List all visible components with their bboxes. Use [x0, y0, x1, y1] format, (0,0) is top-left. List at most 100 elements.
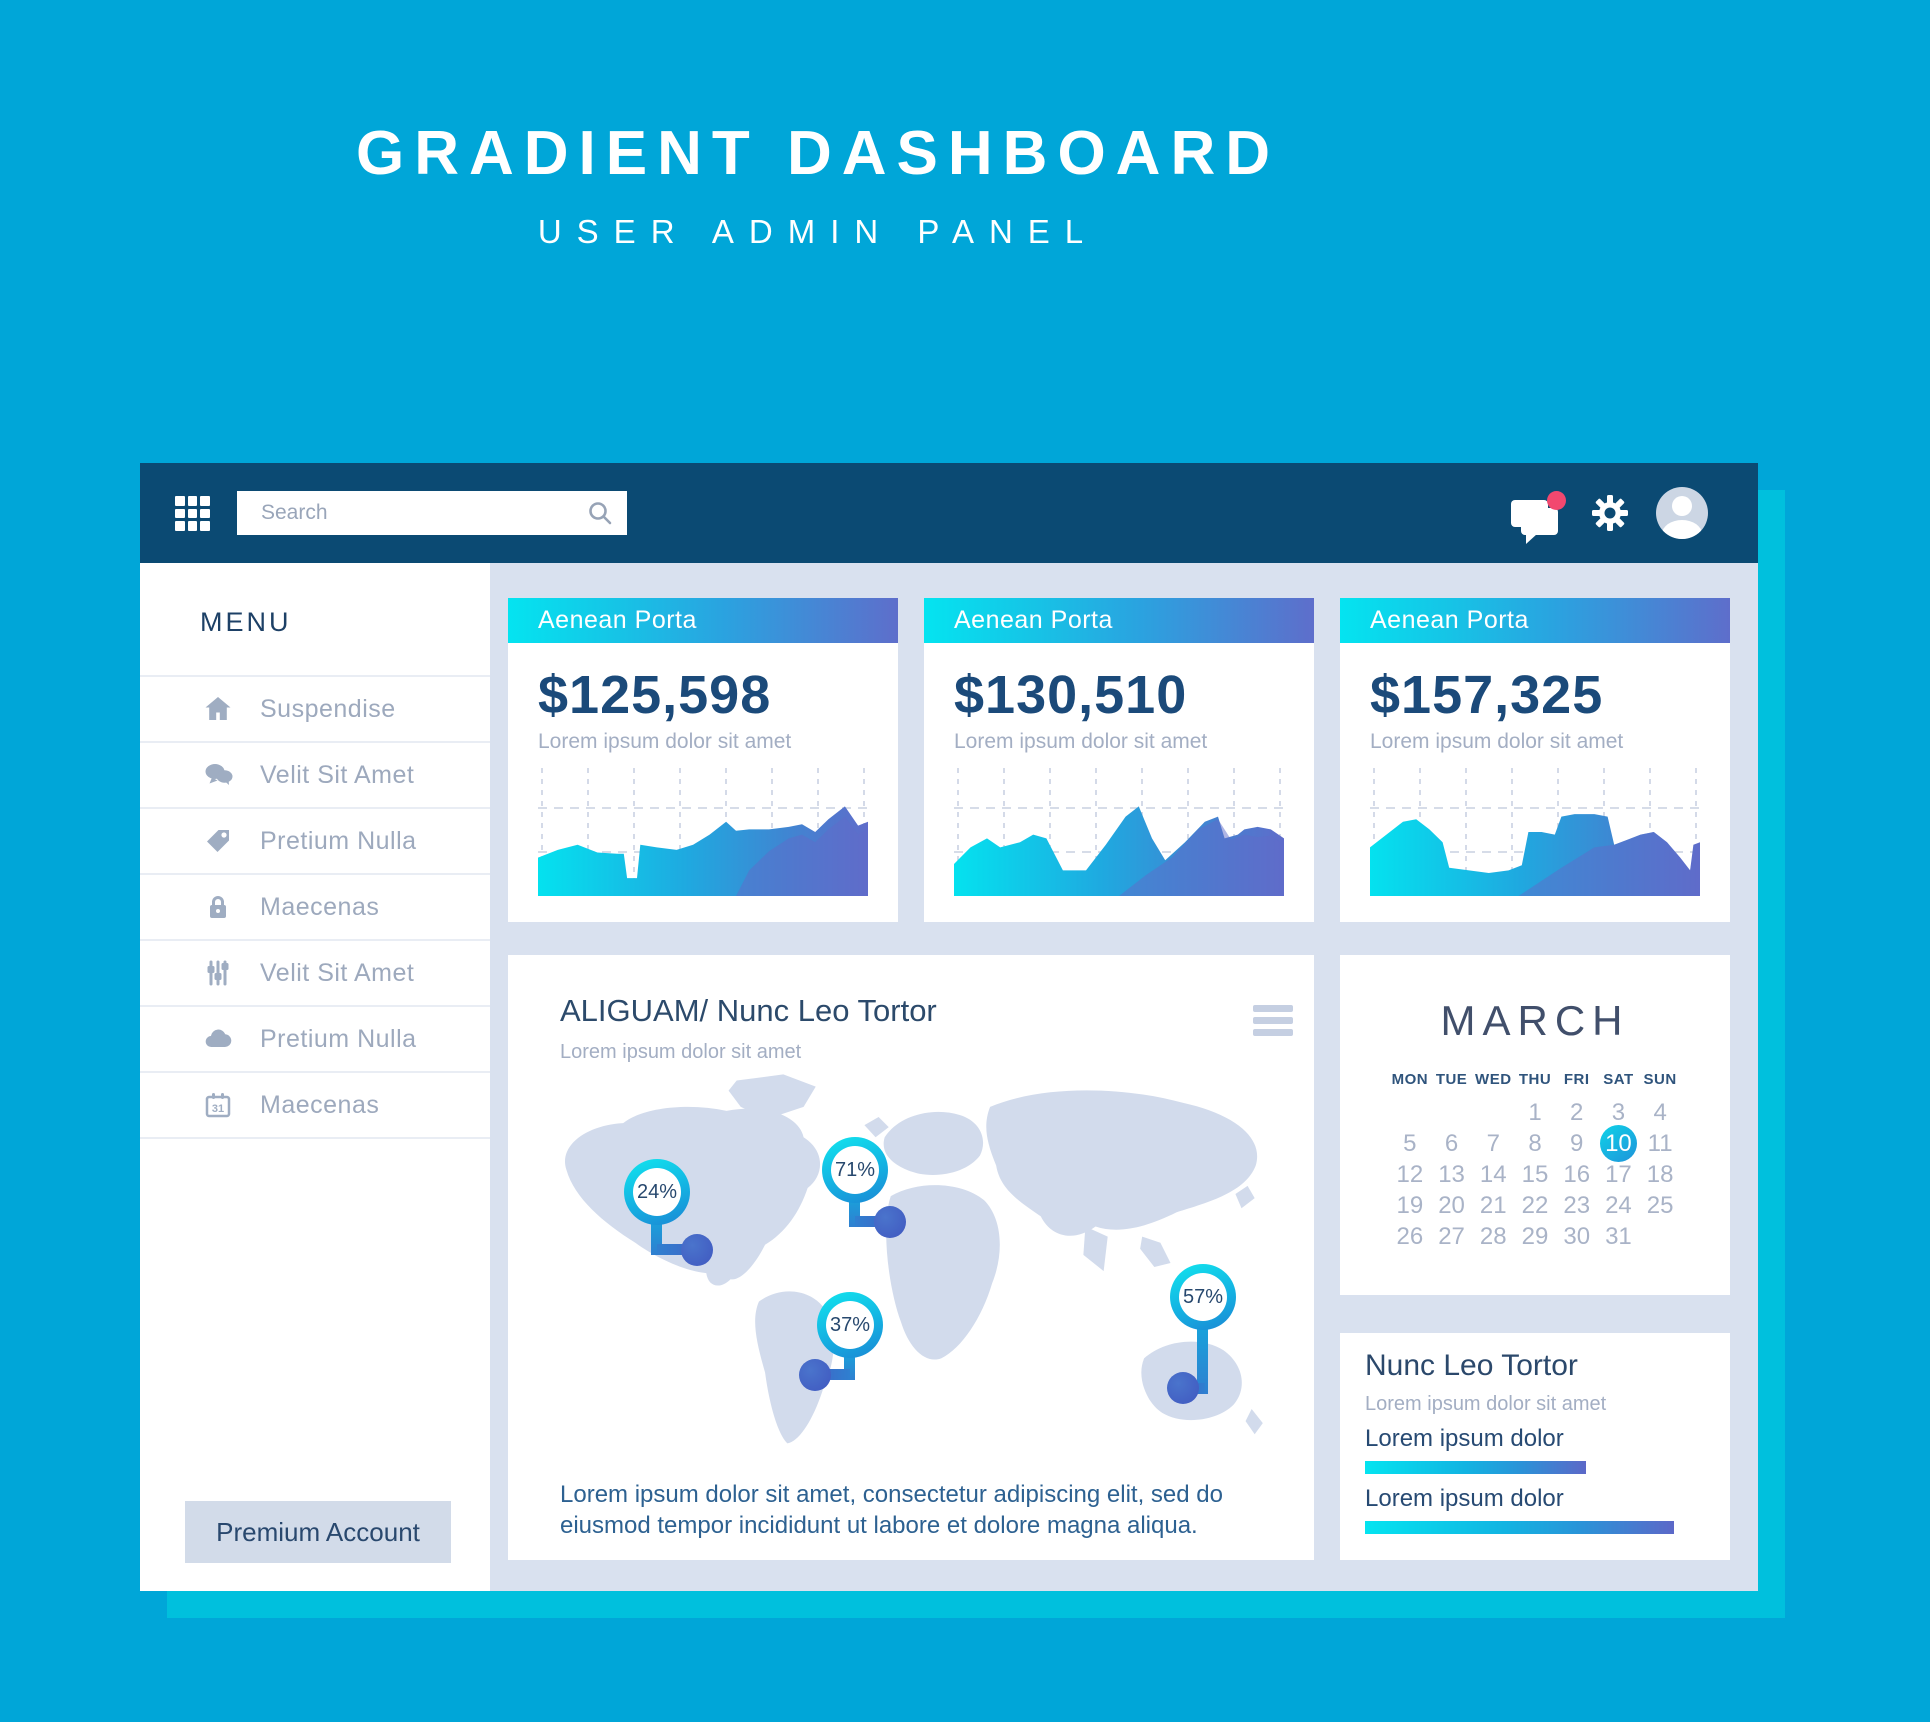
- progress-bar-label: Lorem ipsum dolor: [1365, 1425, 1564, 1452]
- marker-connector: [849, 1195, 860, 1227]
- calendar-weekday: MON: [1391, 1071, 1429, 1088]
- marker-dot: [1167, 1372, 1199, 1404]
- page-title: GRADIENT DASHBOARD: [356, 119, 1280, 188]
- marker-bubble: 71%: [822, 1137, 888, 1203]
- calendar-date[interactable]: 18: [1646, 1160, 1674, 1188]
- stat-card-title: Aenean Porta: [954, 606, 1113, 634]
- map-card-title: ALIGUAM/ Nunc Leo Tortor: [560, 993, 937, 1028]
- calendar-date[interactable]: 26: [1396, 1222, 1424, 1250]
- calendar-date[interactable]: 28: [1479, 1222, 1507, 1250]
- calendar-date[interactable]: 30: [1563, 1222, 1591, 1250]
- calendar-date[interactable]: 14: [1479, 1160, 1507, 1188]
- calendar-date[interactable]: 10: [1598, 1125, 1640, 1162]
- premium-account-button[interactable]: Premium Account: [185, 1501, 451, 1563]
- sidebar-item-pretium-nulla[interactable]: Pretium Nulla: [140, 807, 490, 873]
- progress-card: Nunc Leo Tortor Lorem ipsum dolor sit am…: [1340, 1333, 1730, 1560]
- calendar-date[interactable]: 20: [1438, 1191, 1465, 1219]
- calendar-date[interactable]: 13: [1438, 1160, 1465, 1188]
- page-heading: GRADIENT DASHBOARD USER ADMIN PANEL: [356, 118, 1280, 251]
- calendar-empty-cell: [1639, 1221, 1681, 1252]
- sliders-icon: [207, 960, 229, 986]
- marker-connector: [855, 1216, 890, 1227]
- calendar-date[interactable]: 27: [1438, 1222, 1465, 1250]
- apps-grid-icon[interactable]: [175, 496, 210, 531]
- sidebar-item-velit-sit-amet[interactable]: Velit Sit Amet: [140, 741, 490, 807]
- menu-icon[interactable]: [1253, 1005, 1293, 1041]
- calendar-date[interactable]: 31: [1605, 1222, 1632, 1250]
- calendar-date[interactable]: 19: [1396, 1191, 1424, 1219]
- stat-value: $157,325: [1370, 665, 1604, 725]
- calendar-date[interactable]: 24: [1605, 1191, 1632, 1219]
- sidebar-item-maecenas[interactable]: Maecenas: [140, 873, 490, 939]
- calendar-date[interactable]: 16: [1563, 1160, 1591, 1188]
- marker-connector: [1197, 1322, 1208, 1394]
- cloud-icon: [205, 1029, 232, 1048]
- calendar-date[interactable]: 25: [1646, 1191, 1674, 1219]
- calendar-date[interactable]: 6: [1444, 1129, 1459, 1157]
- calendar-date[interactable]: 9: [1570, 1129, 1584, 1157]
- sidebar-item-suspendise[interactable]: Suspendise: [140, 675, 490, 741]
- sidebar-item-velit-sit-amet-2[interactable]: Velit Sit Amet: [140, 939, 490, 1005]
- stat-card-header: Aenean Porta: [508, 598, 898, 643]
- map-card-subtitle: Lorem ipsum dolor sit amet: [560, 1041, 802, 1063]
- progress-card-subtitle: Lorem ipsum dolor sit amet: [1365, 1393, 1607, 1415]
- stat-card-title: Aenean Porta: [538, 606, 697, 634]
- calendar-date[interactable]: 7: [1486, 1129, 1500, 1157]
- stat-value: $125,598: [538, 665, 772, 725]
- chat-bubble-front: [1521, 508, 1558, 544]
- calendar-date[interactable]: 8: [1528, 1129, 1542, 1157]
- marker-dot: [681, 1234, 713, 1266]
- sparkline-svg: [954, 768, 1284, 896]
- marker-connector: [657, 1244, 697, 1255]
- sidebar-item-label: Velit Sit Amet: [260, 958, 415, 987]
- user-avatar[interactable]: [1656, 487, 1708, 539]
- calendar-selected-date[interactable]: 10: [1599, 1125, 1637, 1162]
- calendar-date[interactable]: 1: [1528, 1098, 1542, 1126]
- sidebar-item-label: Pretium Nulla: [260, 1024, 417, 1053]
- marker-value: 71%: [834, 1158, 876, 1181]
- marker-value: 37%: [829, 1313, 871, 1336]
- home-icon: [205, 697, 231, 720]
- messages-icon[interactable]: [1511, 491, 1567, 545]
- search-box: [237, 491, 627, 535]
- area-chart: [954, 768, 1284, 896]
- sidebar-item-label: Maecenas: [260, 1090, 380, 1119]
- calendar-date[interactable]: 12: [1396, 1160, 1424, 1188]
- calendar-date[interactable]: 17: [1605, 1160, 1632, 1188]
- calendar-date[interactable]: 5: [1403, 1129, 1417, 1157]
- stat-card-2: Aenean Porta $130,510 Lorem ipsum dolor …: [924, 598, 1314, 922]
- progress-bar-label: Lorem ipsum dolor: [1365, 1485, 1564, 1512]
- stat-card-3: Aenean Porta $157,325 Lorem ipsum dolor …: [1340, 598, 1730, 922]
- marker-bubble: 24%: [624, 1159, 690, 1225]
- calendar-date[interactable]: 29: [1521, 1222, 1549, 1250]
- calendar-date[interactable]: 21: [1479, 1191, 1507, 1219]
- sidebar: MENU Suspendise Velit Sit Amet: [140, 563, 490, 1591]
- calendar-weekday: FRI: [1563, 1071, 1590, 1088]
- menu-label: MENU: [200, 607, 292, 637]
- calendar-weekday-row: MON TUE WED THU FRI SAT SUN: [1389, 1071, 1681, 1088]
- search-input[interactable]: [237, 501, 587, 525]
- calendar-weekday: TUE: [1435, 1071, 1468, 1088]
- stat-card-header: Aenean Porta: [1340, 598, 1730, 643]
- calendar-date[interactable]: 15: [1521, 1160, 1549, 1188]
- search-icon[interactable]: [587, 500, 613, 526]
- calendar-date[interactable]: 11: [1647, 1129, 1673, 1157]
- settings-gear-icon[interactable]: [1590, 493, 1630, 533]
- calendar-date[interactable]: 23: [1563, 1191, 1591, 1219]
- calendar-date[interactable]: 2: [1570, 1098, 1584, 1126]
- sidebar-item-maecenas-2[interactable]: 31 Maecenas: [140, 1071, 490, 1139]
- calendar-date[interactable]: 4: [1653, 1098, 1667, 1126]
- calendar-date[interactable]: 22: [1521, 1191, 1549, 1219]
- marker-dot: [874, 1206, 906, 1238]
- chat-bubbles-icon: [205, 764, 233, 785]
- sidebar-item-label: Velit Sit Amet: [260, 760, 415, 789]
- sparkline-svg: [1370, 768, 1700, 896]
- calendar-weekday: WED: [1475, 1071, 1512, 1088]
- calendar-empty-cell: [1431, 1097, 1473, 1128]
- marker-bubble: 57%: [1170, 1264, 1236, 1330]
- area-chart: [538, 768, 868, 896]
- avatar-torso: [1662, 520, 1702, 539]
- sidebar-item-pretium-nulla-2[interactable]: Pretium Nulla: [140, 1005, 490, 1071]
- calendar-date[interactable]: 3: [1611, 1098, 1626, 1126]
- progress-card-title: Nunc Leo Tortor: [1365, 1349, 1578, 1382]
